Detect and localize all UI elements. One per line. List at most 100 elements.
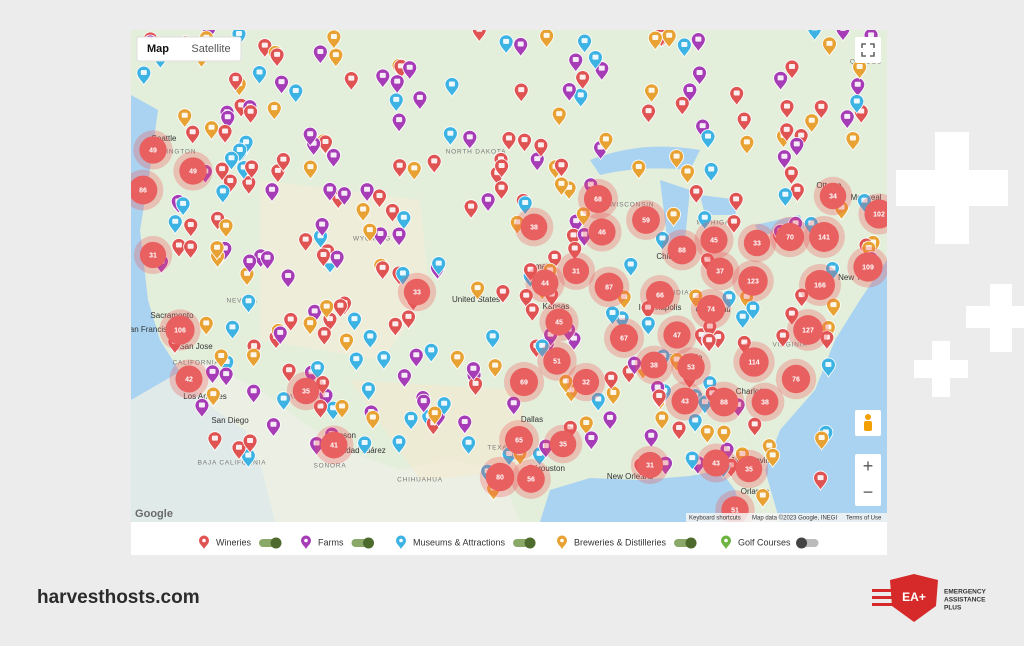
cluster[interactable] — [751, 388, 779, 416]
cluster[interactable] — [175, 365, 203, 393]
keyboard-shortcuts[interactable]: Keyboard shortcuts — [689, 516, 741, 522]
pin — [391, 226, 407, 247]
cluster[interactable] — [139, 136, 167, 164]
zoom-in[interactable]: + — [863, 456, 874, 476]
pin-icon — [380, 354, 387, 360]
pin — [391, 434, 407, 455]
map-label: VIRGINIA — [773, 342, 808, 349]
cluster[interactable] — [517, 465, 545, 493]
cluster[interactable] — [853, 252, 883, 282]
cluster[interactable] — [129, 175, 158, 205]
cluster[interactable] — [805, 270, 835, 300]
cluster[interactable] — [706, 257, 734, 285]
cluster[interactable] — [696, 294, 726, 324]
cluster[interactable] — [509, 367, 539, 397]
cluster[interactable] — [702, 449, 730, 477]
pin-icon — [269, 186, 276, 192]
cluster[interactable] — [743, 229, 771, 257]
pin-icon — [704, 256, 711, 262]
pin — [602, 410, 618, 431]
map-button[interactable]: Map — [147, 43, 169, 55]
cluster[interactable] — [636, 451, 664, 479]
pin — [577, 33, 592, 55]
cluster[interactable] — [809, 222, 839, 252]
cluster[interactable] — [403, 278, 431, 306]
cluster[interactable] — [562, 257, 590, 285]
pin-icon — [506, 451, 513, 457]
map-label: San Francisco — [124, 325, 176, 334]
pegman[interactable] — [855, 410, 881, 436]
pin-icon — [413, 352, 420, 358]
map[interactable]: SeattleWASHINGTONNEVADASacramentoSan Fra… — [123, 21, 900, 530]
cluster[interactable] — [632, 206, 660, 234]
cluster[interactable] — [504, 425, 534, 455]
pin-icon — [759, 492, 766, 498]
cluster[interactable] — [520, 213, 548, 241]
logo-mark: EA+ — [902, 590, 926, 604]
cluster[interactable] — [545, 308, 573, 336]
cluster[interactable] — [700, 226, 728, 254]
pin — [517, 195, 533, 216]
pin — [343, 71, 359, 92]
cluster[interactable] — [640, 351, 668, 379]
pin-icon — [701, 214, 708, 220]
cluster[interactable] — [793, 315, 823, 345]
pin-icon — [542, 443, 549, 449]
cluster[interactable] — [292, 377, 320, 405]
pin — [513, 37, 529, 58]
pin — [224, 150, 239, 172]
cluster[interactable] — [739, 347, 769, 377]
cluster[interactable] — [709, 387, 739, 417]
cluster[interactable] — [645, 280, 675, 310]
pin-icon — [326, 316, 333, 322]
cluster-count: 69 — [520, 379, 528, 386]
cluster[interactable] — [531, 269, 559, 297]
cluster[interactable] — [179, 157, 207, 185]
pin — [403, 410, 419, 432]
cluster[interactable] — [572, 368, 600, 396]
pin-icon — [543, 32, 550, 38]
pin — [431, 256, 447, 277]
pin — [470, 280, 486, 301]
cluster[interactable] — [819, 182, 847, 210]
cluster[interactable] — [735, 455, 763, 483]
cluster[interactable] — [320, 431, 348, 459]
pin — [412, 90, 428, 111]
decor-plus — [896, 132, 1024, 397]
pin-icon — [788, 310, 795, 316]
cluster[interactable] — [594, 272, 624, 302]
pin-icon — [592, 54, 599, 60]
pin-icon — [292, 87, 299, 93]
cluster[interactable] — [671, 387, 699, 415]
cluster-count: 70 — [786, 234, 794, 241]
cluster[interactable] — [609, 323, 639, 353]
cluster[interactable] — [738, 266, 768, 296]
cluster[interactable] — [583, 184, 613, 214]
legend-toggle-knob — [270, 537, 282, 549]
pin-icon — [322, 392, 329, 398]
fullscreen-button[interactable] — [855, 37, 881, 63]
zoom-out[interactable]: − — [863, 482, 874, 502]
cluster[interactable] — [588, 218, 616, 246]
cluster[interactable] — [781, 364, 811, 394]
cluster[interactable] — [543, 347, 571, 375]
cluster[interactable] — [663, 321, 691, 349]
terms[interactable]: Terms of Use — [846, 516, 882, 522]
pin-icon — [573, 218, 580, 224]
pin-icon — [551, 254, 558, 260]
satellite-button[interactable]: Satellite — [191, 43, 230, 55]
cluster[interactable] — [677, 353, 705, 381]
pin — [183, 217, 199, 238]
cluster[interactable] — [485, 462, 515, 492]
cluster[interactable] — [139, 241, 167, 269]
pin-icon — [361, 439, 368, 445]
cluster[interactable] — [165, 315, 195, 345]
cluster[interactable] — [667, 235, 697, 265]
map-label: CHIHUAHUA — [397, 477, 443, 484]
pin-icon — [406, 64, 413, 70]
cluster[interactable] — [775, 222, 805, 252]
cluster[interactable] — [549, 430, 577, 458]
pin — [392, 158, 408, 179]
cluster[interactable] — [864, 199, 893, 229]
pin — [246, 347, 261, 369]
